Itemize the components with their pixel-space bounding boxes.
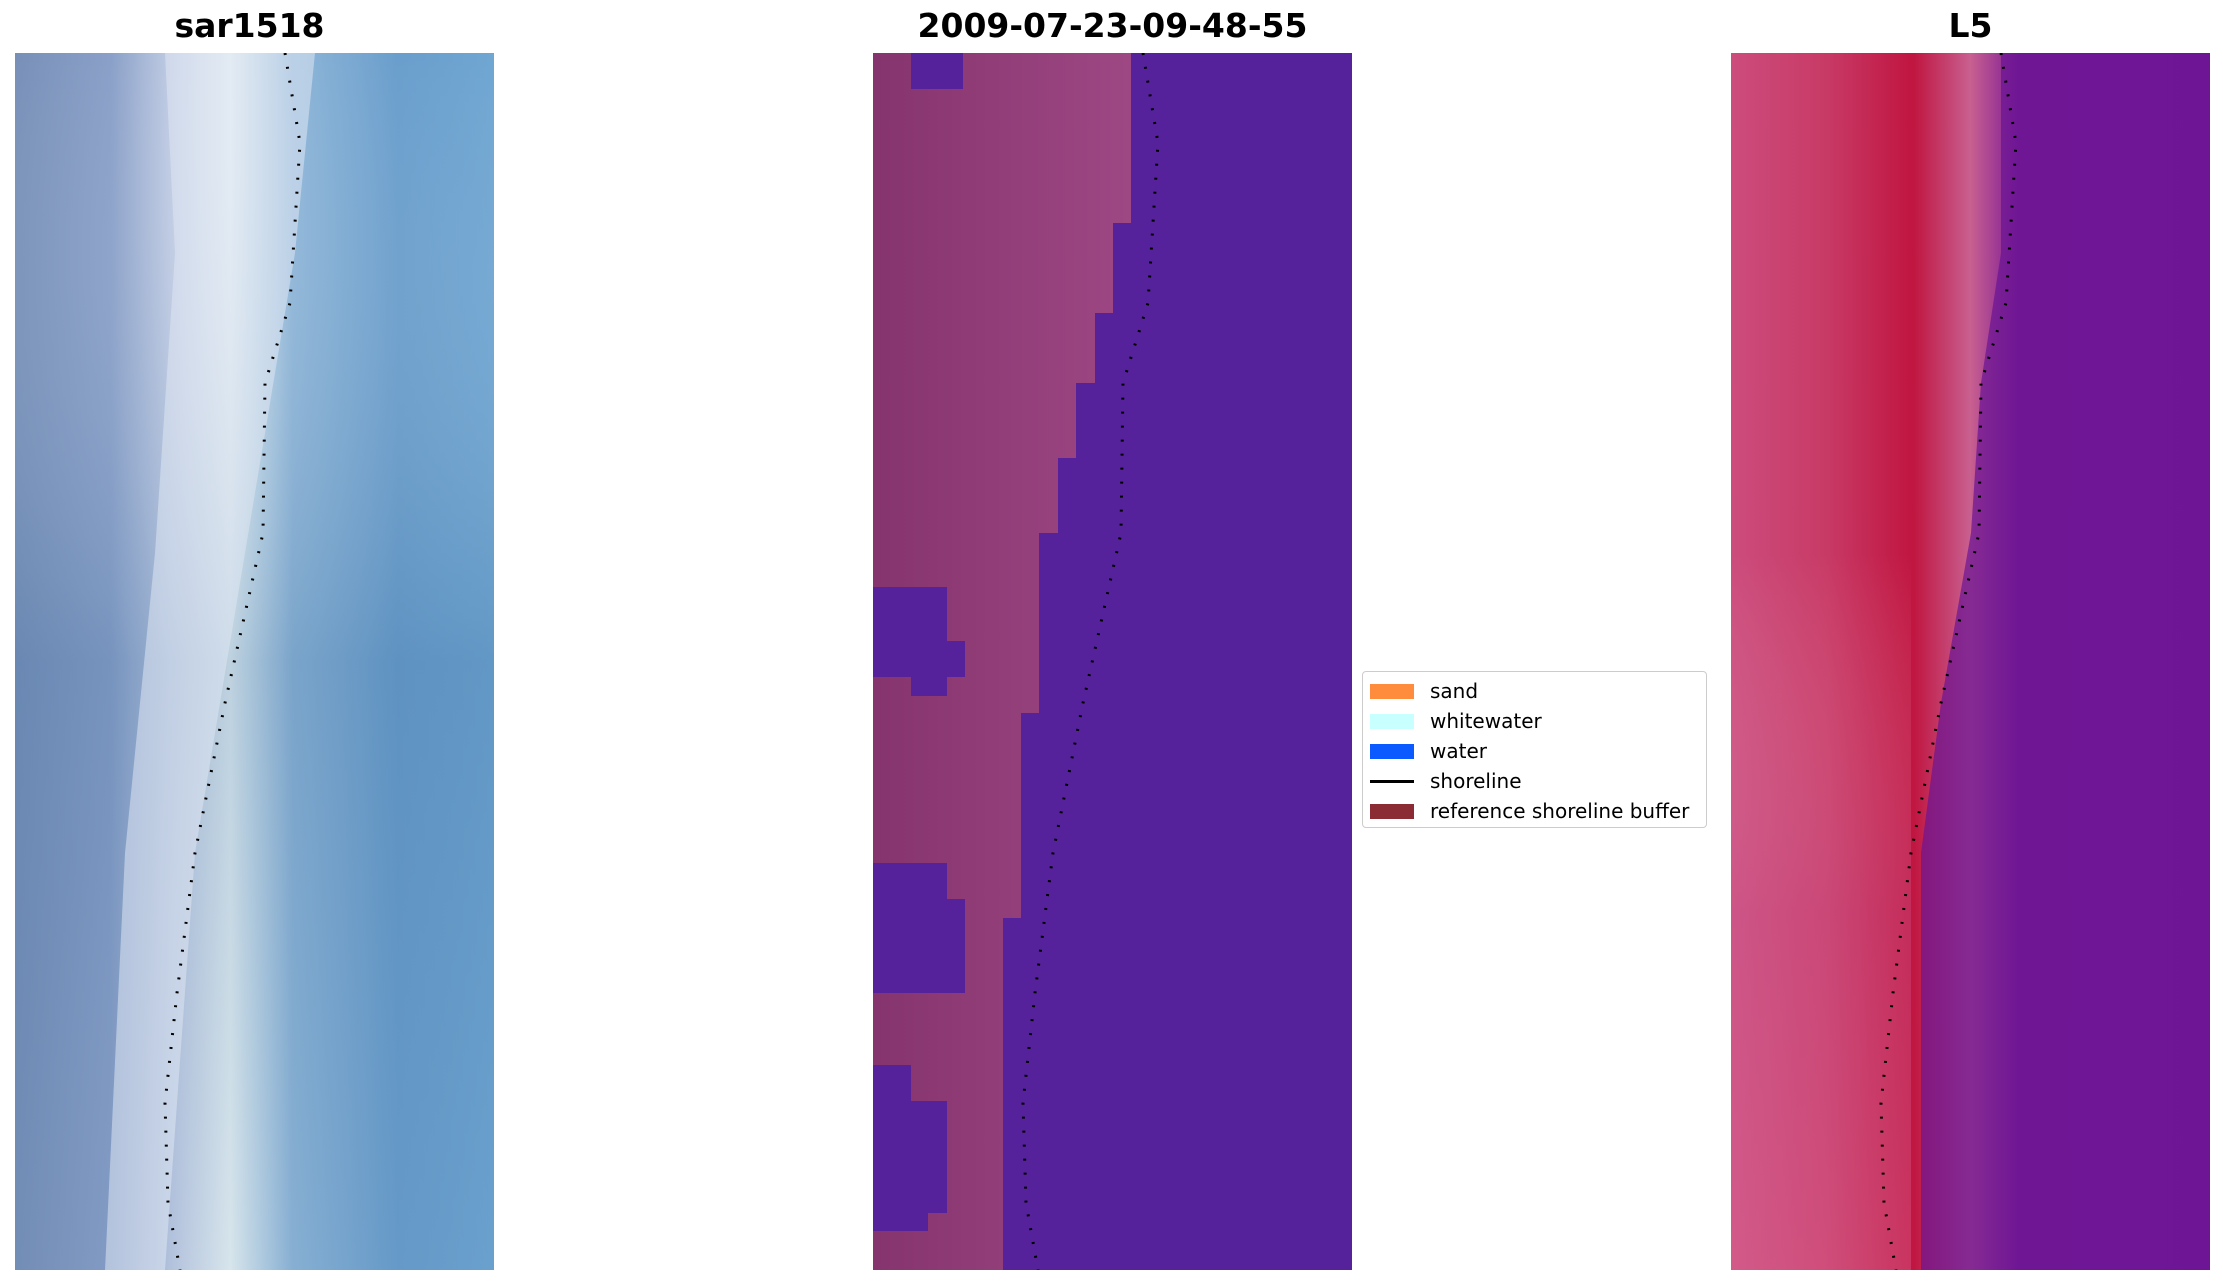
ndwi-shoreline [1879,53,2018,1270]
legend-swatch-sand [1370,683,1414,699]
class-water-pocket-3 [873,863,965,993]
legend-label-buffer: reference shoreline buffer [1430,799,1690,823]
ndwi-land-shade [1731,553,1911,1270]
legend-label-sand: sand [1430,679,1479,703]
class-water-pocket-4 [873,1065,947,1231]
ndwi-water-side [1921,53,2210,1270]
legend-item-shoreline: shoreline [1370,766,1522,796]
panel-title-ndwi: L5 [1948,6,1993,45]
legend-item-whitewater: whitewater [1370,706,1542,736]
panel-title-rgb: sar1518 [174,6,325,45]
rgb-image-panel [15,53,494,1270]
legend-label-whitewater: whitewater [1430,709,1542,733]
legend-label-shoreline: shoreline [1430,769,1522,793]
ndwi-panel [1731,53,2210,1270]
class-water-pocket-1 [911,53,963,89]
legend-swatch-whitewater [1370,713,1414,729]
classification-panel [873,53,1352,1270]
legend-item-water: water [1370,736,1487,766]
class-shoreline [1021,53,1160,1270]
class-water-area [1003,53,1352,1270]
legend-swatch-buffer [1370,803,1414,819]
legend-label-water: water [1430,739,1487,763]
rgb-surf-zone [105,53,315,1270]
legend: sand whitewater water shoreline referenc… [1362,671,1707,828]
panel-title-classification: 2009-07-23-09-48-55 [917,6,1308,45]
legend-line-shoreline [1370,779,1414,783]
legend-item-sand: sand [1370,676,1478,706]
class-water-pocket-2 [873,587,965,696]
legend-item-buffer: reference shoreline buffer [1370,796,1689,826]
legend-swatch-water [1370,743,1414,759]
rgb-shoreline [163,53,302,1270]
